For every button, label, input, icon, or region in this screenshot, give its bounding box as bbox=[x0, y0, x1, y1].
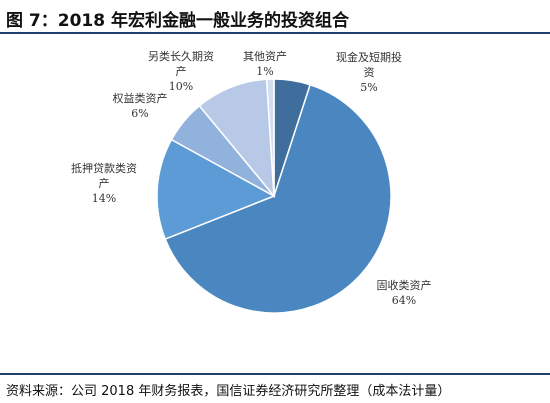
pie-slice-6 bbox=[265, 78, 275, 197]
pie-labels: 现金及短期投资 5% 固收类资产 64% 抵押贷款类资产 14% 权益类资产 6%另类长久期资… bbox=[71, 49, 432, 307]
pie-slice-5 bbox=[198, 78, 275, 199]
pie-slices bbox=[156, 78, 392, 314]
pie-slice-3 bbox=[156, 138, 276, 241]
footer-bar: 资料来源：公司 2018 年财务报表，国信证券经济研究所整理（成本法计量） bbox=[0, 373, 550, 403]
pie-slice-2 bbox=[164, 83, 392, 314]
slice-label-5: 另类长久期资产 10% bbox=[148, 49, 214, 93]
source-note: 资料来源：公司 2018 年财务报表，国信证券经济研究所整理（成本法计量） bbox=[6, 384, 451, 399]
slice-label-2: 固收类资产 64% bbox=[377, 278, 432, 307]
slice-label-4: 权益类资产 6% bbox=[113, 91, 168, 120]
chart-title: 图 7：2018 年宏利金融一般业务的投资组合 bbox=[6, 11, 349, 31]
slice-label-1: 现金及短期投资 5% bbox=[336, 50, 402, 94]
pie-chart: 现金及短期投资 5% 固收类资产 64% 抵押贷款类资产 14% 权益类资产 6%另类长久期资… bbox=[71, 49, 432, 314]
title-bar: 图 7：2018 年宏利金融一般业务的投资组合 bbox=[0, 0, 550, 34]
slice-label-6: 其他资产 1% bbox=[243, 49, 287, 78]
slice-label-3: 抵押贷款类资产 14% bbox=[71, 161, 137, 205]
